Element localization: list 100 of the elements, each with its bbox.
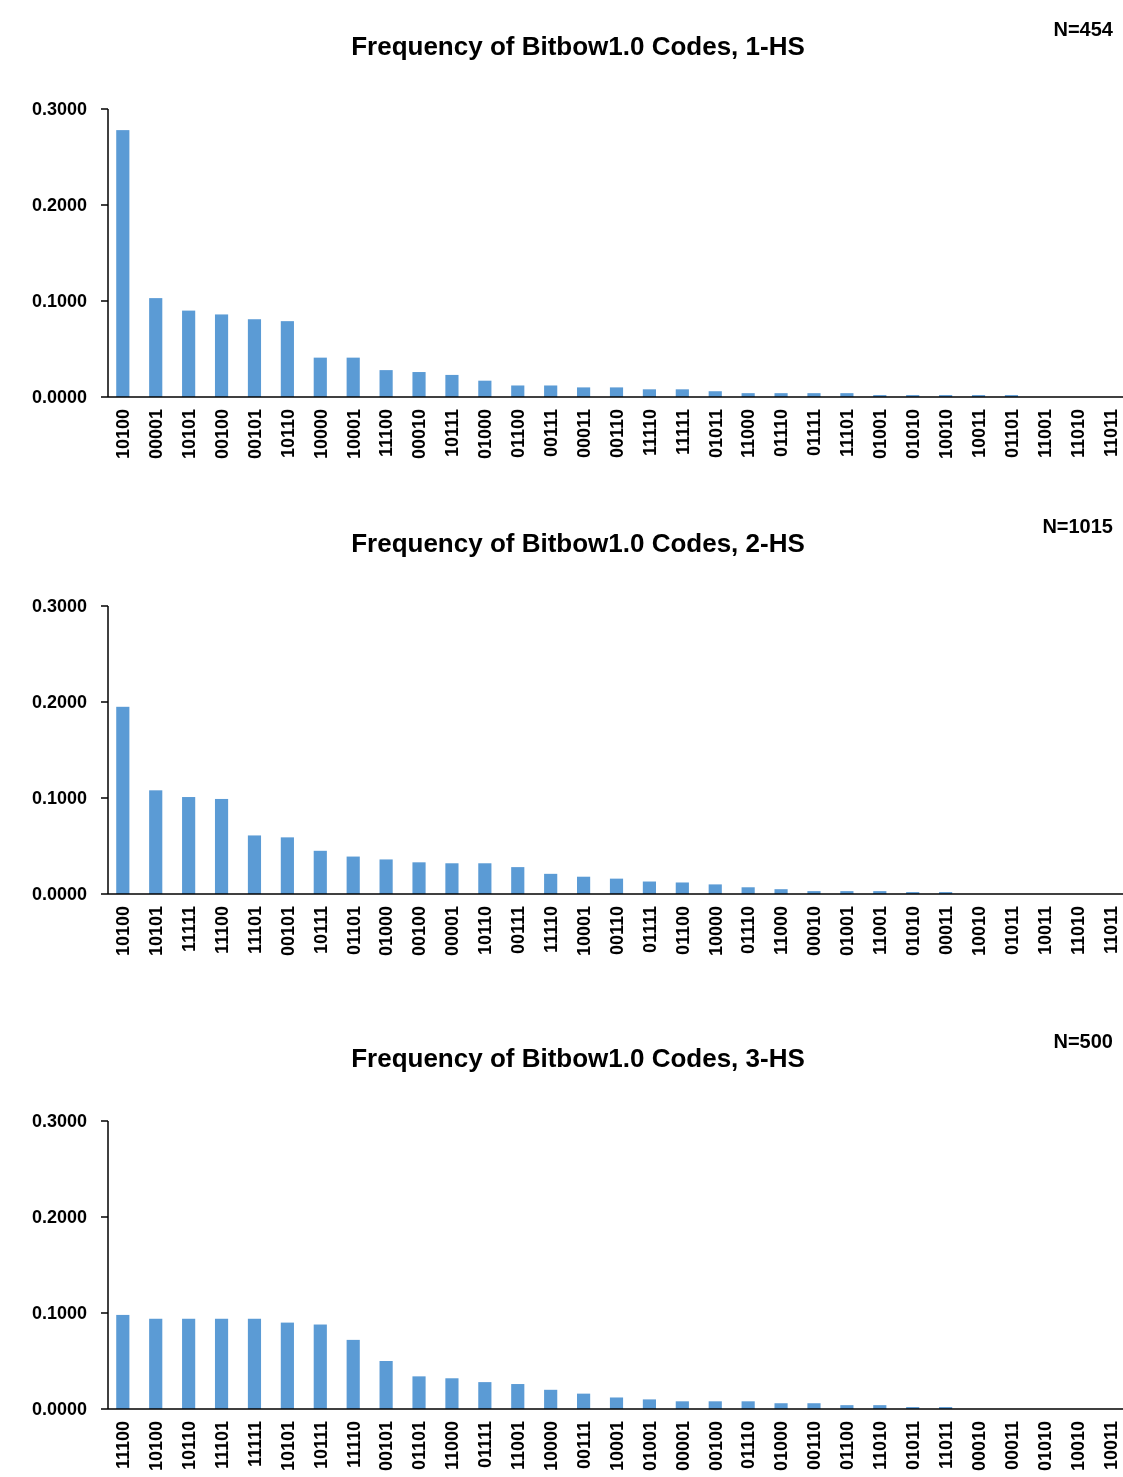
x-tick-label: 11101 [211, 1421, 232, 1470]
x-tick-label: 10000 [310, 409, 331, 460]
x-tick-label: 10111 [310, 906, 331, 955]
x-tick-label: 01000 [376, 906, 397, 957]
y-tick-label: 0.0000 [31, 1399, 87, 1420]
x-tick-label: 01001 [870, 409, 891, 460]
x-tick-label: 11111 [244, 1421, 265, 1468]
text: N=1015 [1042, 515, 1113, 537]
x-tick-label: 11111 [672, 409, 693, 456]
x-tick-label: 00100 [705, 1421, 726, 1472]
x-tick-label: 11001 [1034, 409, 1055, 459]
x-tick-label: 01011 [1001, 906, 1022, 956]
x-tick-label: 01101 [409, 1421, 430, 1471]
x-tick-label: 01110 [738, 1421, 759, 1470]
x-tick-label: 10111 [310, 1421, 331, 1470]
y-tick-label: 0.2000 [31, 195, 87, 216]
x-tick-label: 11000 [738, 409, 759, 459]
chart-title: Frequency of Bitbow1.0 Codes, 2-HS [351, 528, 805, 558]
x-tick-label: 00010 [968, 1421, 989, 1472]
x-tick-label: 10111 [442, 409, 463, 458]
x-tick-label: 01111 [475, 1421, 496, 1469]
x-tick-label: 01111 [804, 409, 825, 457]
x-tick-label: 00001 [146, 409, 167, 460]
x-tick-label: 00111 [540, 409, 561, 458]
x-tick-label: 11011 [1100, 906, 1121, 955]
y-tick-label: 0.1000 [31, 788, 87, 809]
y-tick-label: 0.2000 [31, 692, 87, 713]
x-tick-label: 11011 [935, 1421, 956, 1470]
x-tick-label: 00011 [573, 409, 594, 459]
x-tick-label: 11001 [870, 906, 891, 956]
y-tick-label: 0.0000 [31, 884, 87, 905]
x-tick-label: 11101 [244, 906, 265, 955]
x-tick-label: 11010 [1067, 409, 1088, 459]
x-tick-label: 00001 [442, 906, 463, 957]
x-tick-label: 11110 [343, 1421, 364, 1469]
y-tick-label: 0.0000 [31, 387, 87, 408]
x-tick-label: 01000 [475, 409, 496, 460]
x-tick-label: 11000 [771, 906, 792, 956]
x-tick-label: 00011 [935, 906, 956, 956]
x-tick-label: 10011 [1034, 906, 1055, 956]
x-tick-label: 10100 [113, 906, 134, 957]
x-tick-label: 01111 [639, 906, 660, 954]
x-tick-label: 10011 [1100, 1421, 1121, 1471]
text: N=500 [1053, 1030, 1113, 1052]
x-tick-label: 01001 [837, 906, 858, 957]
x-tick-label: 10000 [705, 906, 726, 957]
x-tick-label: 00011 [1001, 1421, 1022, 1471]
y-tick-label: 0.3000 [31, 596, 87, 617]
x-tick-label: 00001 [672, 1421, 693, 1472]
x-tick-label: 11110 [639, 409, 660, 457]
x-tick-label: 01011 [705, 409, 726, 459]
x-tick-label: 11010 [870, 1421, 891, 1471]
y-tick-label: 0.1000 [31, 291, 87, 312]
x-tick-label: 10110 [277, 409, 298, 459]
x-tick-label: 00101 [376, 1421, 397, 1472]
x-tick-label: 10101 [277, 1421, 298, 1472]
x-tick-label: 10010 [968, 906, 989, 957]
x-tick-label: 11101 [837, 409, 858, 458]
y-tick-label: 0.3000 [31, 1111, 87, 1132]
x-tick-label: 11001 [508, 1421, 529, 1471]
x-tick-label: 01100 [837, 1421, 858, 1471]
x-tick-label: 10100 [113, 409, 134, 460]
x-tick-label: 01000 [771, 1421, 792, 1472]
x-tick-label: 00110 [804, 1421, 825, 1471]
x-tick-label: 11100 [113, 1421, 134, 1470]
x-tick-label: 01110 [771, 409, 792, 458]
chart-title: Frequency of Bitbow1.0 Codes, 1-HS [351, 31, 805, 61]
x-tick-label: 11111 [178, 906, 199, 953]
x-tick-label: 00101 [277, 906, 298, 957]
y-tick-label: 0.3000 [31, 99, 87, 120]
x-tick-label: 01011 [903, 1421, 924, 1471]
x-tick-label: 00010 [804, 906, 825, 957]
x-tick-label: 01010 [903, 906, 924, 957]
x-tick-label: 10100 [146, 1421, 167, 1472]
x-tick-label: 10001 [343, 409, 364, 460]
x-tick-label: 11110 [540, 906, 561, 954]
x-tick-label: 01100 [672, 906, 693, 956]
x-tick-label: 10001 [606, 1421, 627, 1472]
x-tick-label: 00110 [606, 409, 627, 459]
x-tick-label: 00110 [606, 906, 627, 956]
x-tick-label: 01110 [738, 906, 759, 955]
x-tick-label: 00111 [508, 906, 529, 955]
x-tick-label: 00010 [409, 409, 430, 460]
x-tick-label: 10010 [1067, 1421, 1088, 1472]
text: N=454 [1053, 18, 1114, 40]
x-tick-label: 10010 [935, 409, 956, 460]
y-tick-label: 0.1000 [31, 1303, 87, 1324]
x-tick-label: 01010 [1034, 1421, 1055, 1472]
x-tick-label: 11100 [376, 409, 397, 458]
x-tick-label: 00111 [573, 1421, 594, 1470]
x-tick-label: 00100 [409, 906, 430, 957]
x-tick-label: 11010 [1067, 906, 1088, 956]
x-tick-label: 10000 [540, 1421, 561, 1472]
x-tick-label: 10001 [573, 906, 594, 957]
x-tick-label: 11000 [442, 1421, 463, 1471]
x-tick-label: 01100 [508, 409, 529, 459]
x-tick-label: 11100 [211, 906, 232, 955]
x-tick-label: 10110 [178, 1421, 199, 1471]
x-tick-label: 00101 [244, 409, 265, 460]
x-tick-label: 00100 [211, 409, 232, 460]
